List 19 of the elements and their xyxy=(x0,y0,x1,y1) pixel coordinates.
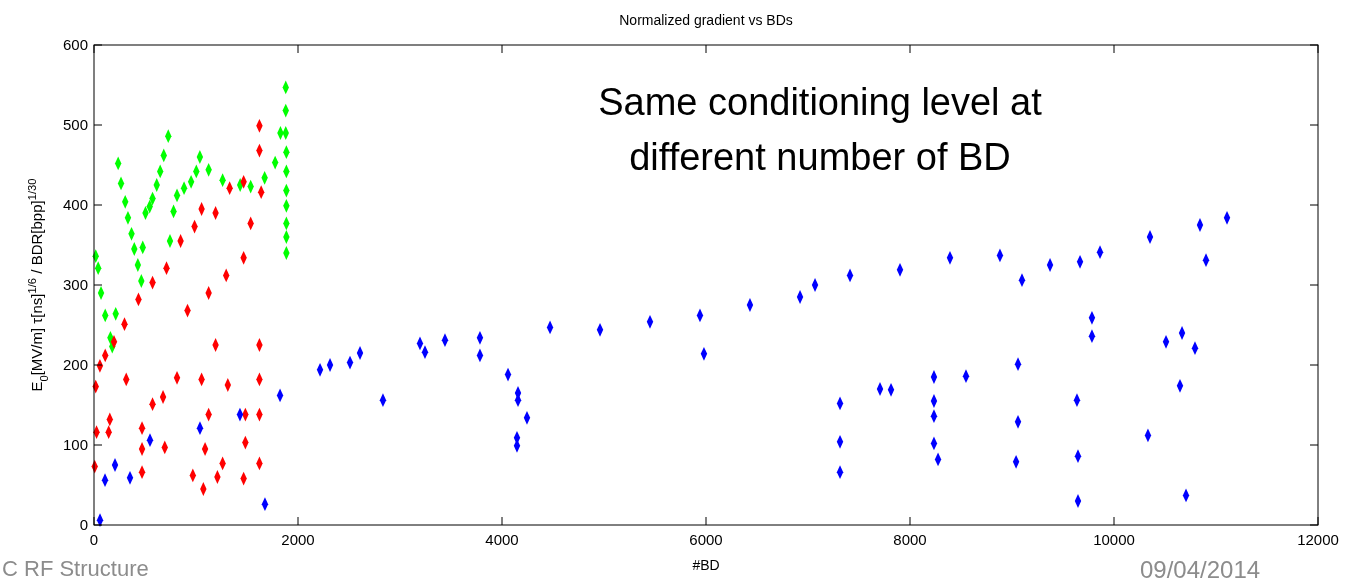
x-tick-label: 10000 xyxy=(1093,531,1135,548)
y-tick-label: 200 xyxy=(62,356,88,373)
y-tick-label: 100 xyxy=(62,436,88,453)
y-tick-label: 500 xyxy=(62,116,88,133)
x-tick-label: 4000 xyxy=(485,531,519,548)
chart-title: Normalized gradient vs BDs xyxy=(619,12,793,28)
x-tick-label: 2000 xyxy=(281,531,315,548)
y-tick-label: 300 xyxy=(62,276,88,293)
x-tick-label: 0 xyxy=(89,531,99,548)
y-tick-label: 400 xyxy=(62,196,88,213)
x-tick-label: 6000 xyxy=(689,531,723,548)
x-axis-title: #BD xyxy=(692,557,720,573)
text: 09/04/2014 xyxy=(1140,556,1261,583)
y-tick-label: 600 xyxy=(62,36,88,53)
text: C RF Structure xyxy=(2,556,149,581)
x-tick-label: 8000 xyxy=(893,531,927,548)
annotation: Same conditioning level at different number of BD xyxy=(598,81,1043,178)
x-tick-label: 12000 xyxy=(1297,531,1339,548)
y-tick-label: 0 xyxy=(79,516,88,533)
